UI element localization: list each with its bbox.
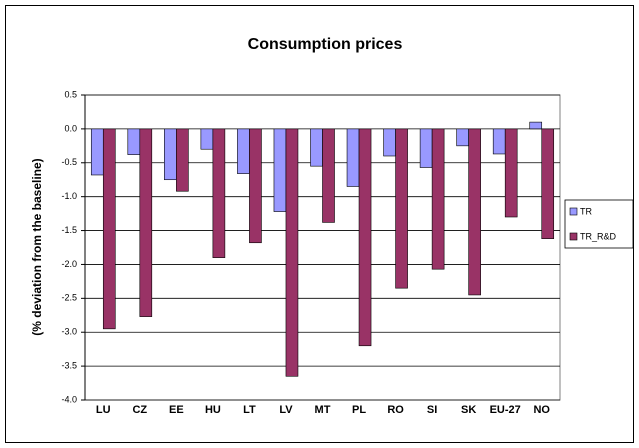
y-tick-label: 0.5 <box>64 89 77 99</box>
bar <box>139 128 153 317</box>
bar <box>456 128 469 147</box>
y-tick-label: -3.5 <box>61 360 77 370</box>
bar <box>127 128 141 155</box>
bar <box>419 128 433 168</box>
bar <box>492 128 506 155</box>
bar <box>164 128 177 181</box>
bar <box>310 128 323 167</box>
y-tick-label: 0.0 <box>64 123 77 133</box>
bar <box>358 128 372 347</box>
bar <box>249 128 262 244</box>
legend-swatch <box>569 232 578 241</box>
bar <box>541 128 555 239</box>
y-tick-label: -3.0 <box>61 327 77 337</box>
x-tick-label: LU <box>96 404 111 416</box>
bar <box>504 128 518 218</box>
bar <box>383 128 396 157</box>
bar <box>176 128 189 192</box>
legend-swatch <box>569 207 578 216</box>
x-tick-label: NO <box>533 404 550 416</box>
y-tick-label: -1.0 <box>61 191 77 201</box>
x-tick-label: RO <box>387 404 404 416</box>
bar <box>90 128 104 176</box>
chart-title: Consumption prices <box>248 36 403 53</box>
x-tick-label: HU <box>205 404 221 416</box>
x-tick-label: LT <box>243 404 256 416</box>
legend-label: TR <box>580 206 592 216</box>
bar <box>237 128 250 174</box>
bar <box>102 128 116 330</box>
bar <box>322 128 335 223</box>
legend-label: TR_R&D <box>580 231 617 241</box>
bar <box>468 128 481 296</box>
bar <box>346 128 360 187</box>
bar <box>273 128 287 212</box>
bar <box>529 121 543 130</box>
y-axis-label: (% deviation from the baseline) <box>30 158 44 335</box>
y-tick-label: -2.5 <box>61 293 77 303</box>
x-tick-label: EE <box>169 404 184 416</box>
x-tick-label: CZ <box>132 404 147 416</box>
bar <box>285 128 299 377</box>
bar <box>395 128 408 289</box>
y-tick-label: -0.5 <box>61 157 77 167</box>
x-tick-label: MT <box>315 404 331 416</box>
bar <box>431 128 445 270</box>
x-tick-label: EU-27 <box>490 404 521 416</box>
y-tick-label: -1.5 <box>61 225 77 235</box>
bar <box>200 128 214 150</box>
x-tick-label: LV <box>279 404 293 416</box>
x-tick-label: PL <box>352 404 366 416</box>
x-tick-label: SK <box>461 404 476 416</box>
bar <box>212 128 226 258</box>
y-tick-label: -4.0 <box>61 394 77 404</box>
y-tick-label: -2.0 <box>61 259 77 269</box>
x-tick-label: SI <box>427 404 437 416</box>
